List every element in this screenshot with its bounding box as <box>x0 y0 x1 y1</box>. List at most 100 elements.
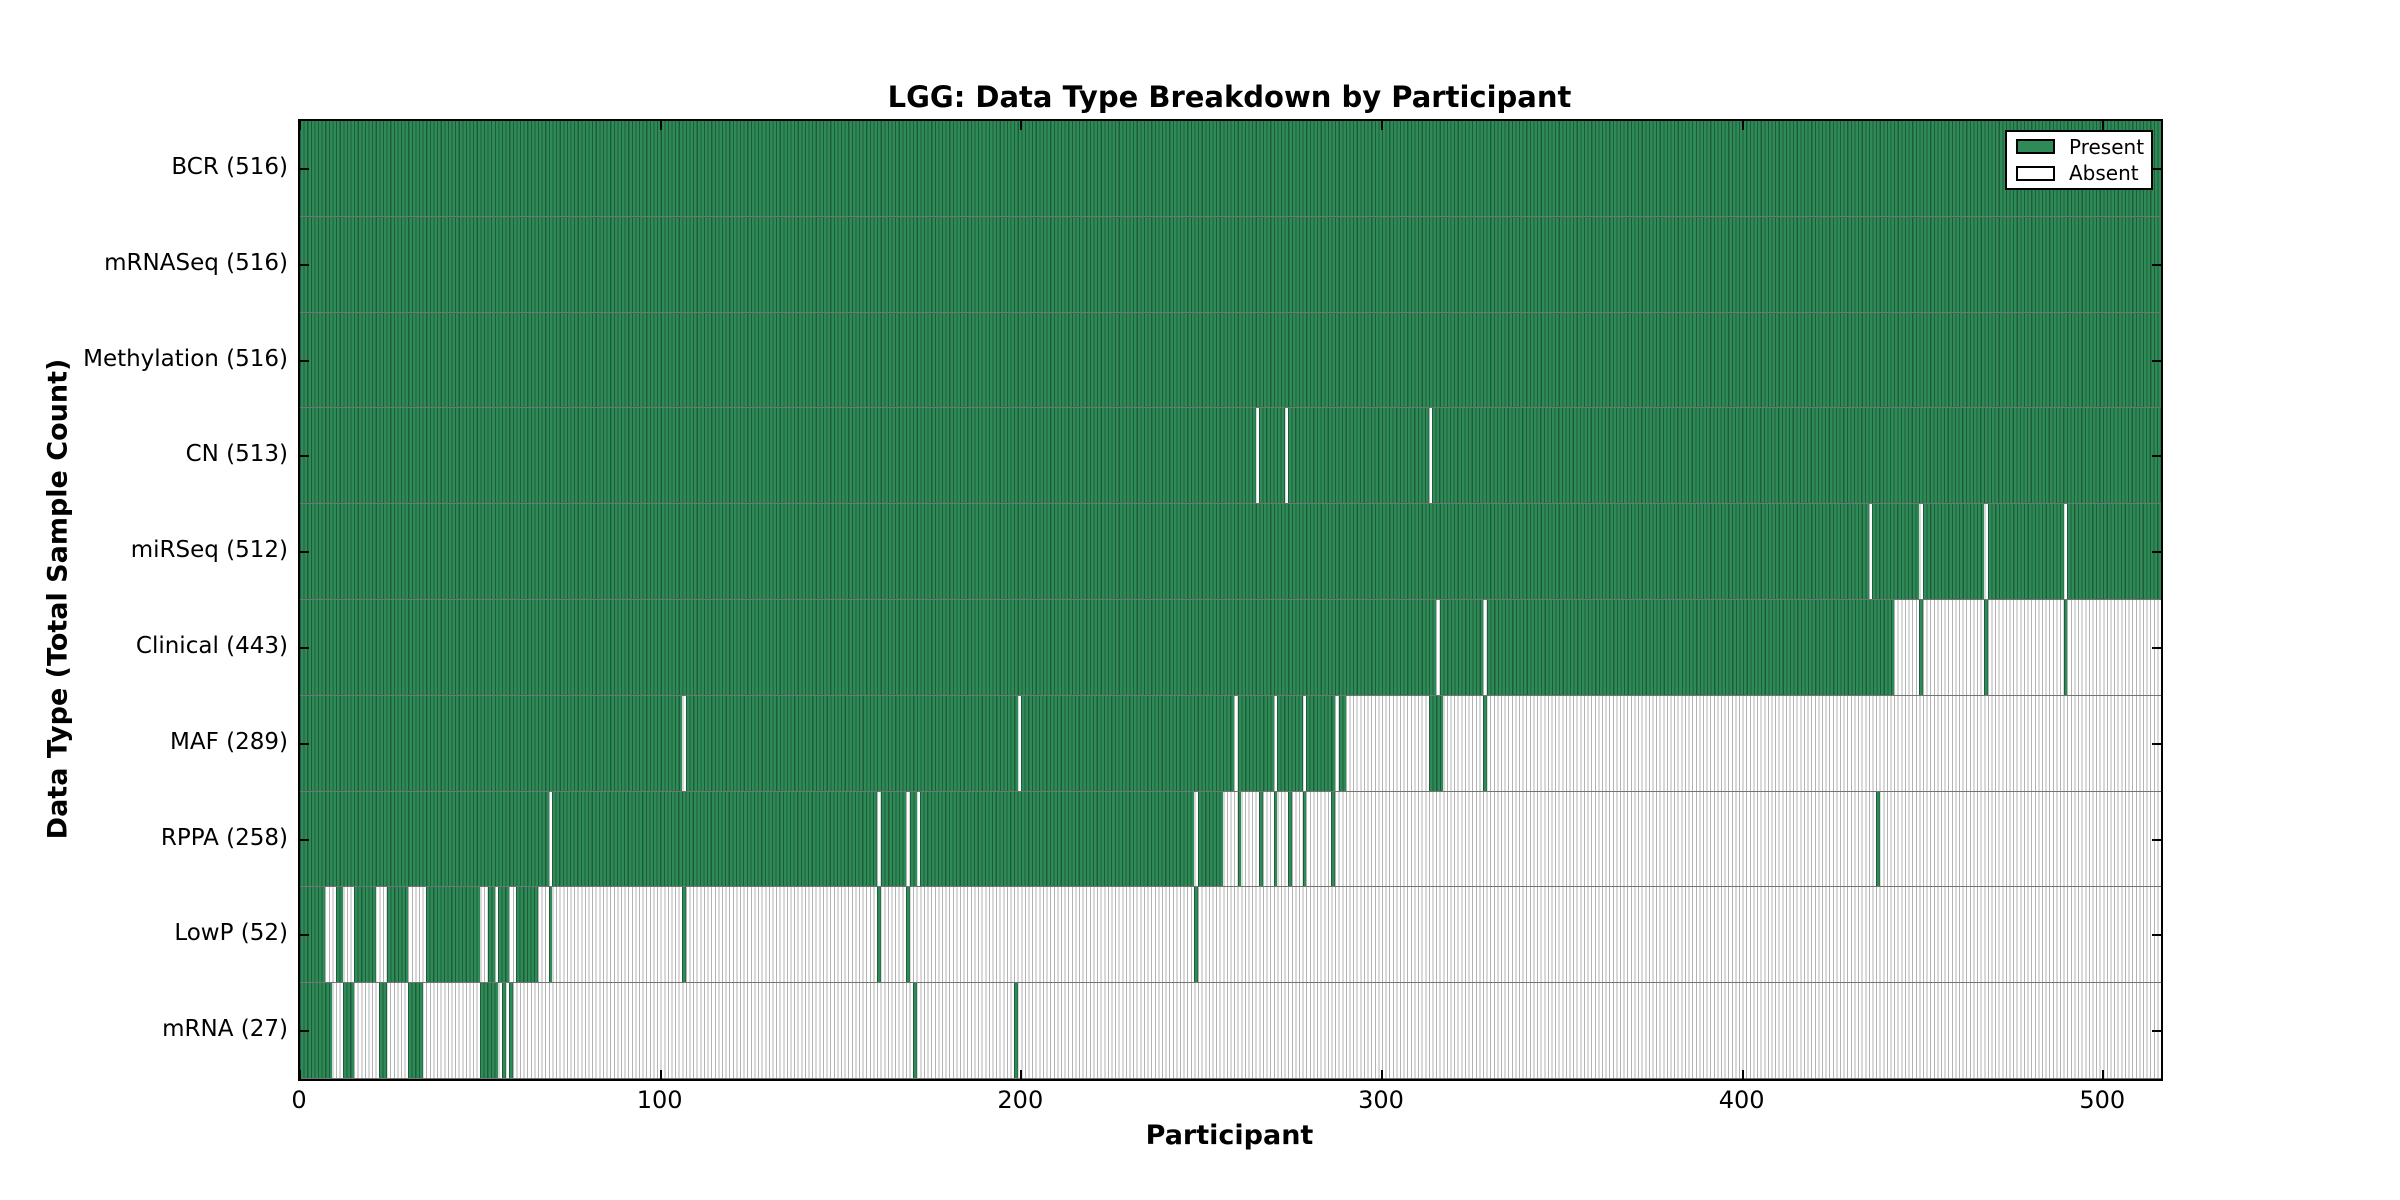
present-segment <box>1014 983 1018 1078</box>
x-tick-label: 300 <box>1358 1086 1404 1114</box>
y-tick-label: LowP (52) <box>174 920 288 947</box>
x-tick-mark <box>1380 1070 1383 1079</box>
y-tick-mark <box>300 167 309 170</box>
present-segment <box>1306 695 1336 791</box>
present-segment <box>426 887 481 983</box>
y-tick-label: miRSeq (512) <box>130 537 288 564</box>
legend-absent-swatch <box>2016 165 2055 181</box>
present-segment <box>1288 791 1292 887</box>
present-segment <box>2063 600 2068 695</box>
present-segment <box>1021 695 1235 791</box>
present-segment <box>877 887 881 983</box>
present-segment <box>1288 408 1429 504</box>
y-tick-mark <box>300 742 309 745</box>
legend-absent-label: Absent <box>2069 161 2139 186</box>
present-segment <box>509 983 513 1078</box>
plot-area: Present Absent <box>298 119 2163 1081</box>
present-segment <box>1259 408 1285 504</box>
present-segment <box>1486 600 1895 695</box>
present-segment <box>379 983 387 1078</box>
y-tick-label: RPPA (258) <box>160 824 288 851</box>
row-lowp <box>300 887 2161 984</box>
y-tick-label: mRNASeq (516) <box>104 249 288 276</box>
x-tick-mark <box>659 121 662 130</box>
present-segment <box>880 791 906 887</box>
x-axis-label: Participant <box>1145 1120 1314 1151</box>
legend-present-label: Present <box>2069 134 2145 159</box>
y-tick-label: Clinical (443) <box>135 632 288 659</box>
y-tick-mark <box>300 263 309 266</box>
legend-entry-absent: Absent <box>2016 161 2151 185</box>
present-segment <box>300 983 333 1078</box>
present-segment <box>1876 791 1880 887</box>
x-tick-mark <box>1741 121 1744 130</box>
present-segment <box>920 791 1195 887</box>
present-segment <box>913 983 917 1078</box>
present-segment <box>1237 791 1242 887</box>
present-segment <box>1439 600 1483 695</box>
legend: Present Absent <box>2005 130 2153 190</box>
present-segment <box>300 600 1437 695</box>
x-tick-mark <box>300 1070 301 1079</box>
present-segment <box>1194 887 1199 983</box>
present-segment <box>909 791 917 887</box>
y-axis-label: Data Type (Total Sample Count) <box>42 358 74 840</box>
y-tick-mark <box>300 934 309 937</box>
y-tick-mark <box>2152 838 2161 841</box>
x-tick-label: 100 <box>636 1086 683 1114</box>
present-segment <box>487 887 495 983</box>
row-mrna <box>300 983 2161 1079</box>
x-tick-mark <box>1380 121 1383 130</box>
y-tick-mark <box>2152 263 2161 266</box>
y-tick-label: MAF (289) <box>170 728 288 755</box>
y-tick-mark <box>300 551 309 554</box>
y-tick-mark <box>300 1030 309 1033</box>
present-segment <box>685 695 1018 791</box>
present-segment <box>1432 408 2161 504</box>
row-maf <box>300 695 2161 792</box>
present-segment <box>552 791 878 887</box>
present-segment <box>1872 504 1920 599</box>
y-tick-label: BCR (516) <box>171 153 288 180</box>
x-tick-mark <box>2102 1070 2105 1079</box>
present-segment <box>300 216 2161 312</box>
y-tick-mark <box>300 646 309 649</box>
present-segment <box>480 983 499 1078</box>
row-cn <box>300 408 2161 505</box>
row-rppa <box>300 791 2161 888</box>
present-segment <box>905 887 910 983</box>
x-tick-mark <box>1741 1070 1744 1079</box>
present-segment <box>548 887 553 983</box>
x-tick-mark <box>1020 121 1023 130</box>
present-segment <box>1237 695 1274 791</box>
present-segment <box>498 887 510 983</box>
present-segment <box>501 983 506 1078</box>
row-absent-track <box>300 983 2161 1078</box>
x-tick-label: 200 <box>997 1086 1044 1114</box>
legend-entry-present: Present <box>2016 135 2151 159</box>
present-segment <box>300 695 683 791</box>
present-segment <box>1331 791 1336 887</box>
x-tick-label: 0 <box>291 1086 307 1114</box>
y-tick-label: Methylation (516) <box>83 345 288 372</box>
present-segment <box>300 791 549 887</box>
present-segment <box>1273 791 1278 887</box>
y-tick-mark <box>2152 359 2161 362</box>
present-segment <box>300 312 2161 408</box>
present-segment <box>1922 504 1985 599</box>
row-mrnaseq <box>300 216 2161 313</box>
x-tick-label: 500 <box>2079 1086 2126 1114</box>
y-tick-mark <box>2152 167 2161 170</box>
row-mirseq <box>300 504 2161 600</box>
row-bcr <box>300 121 2161 217</box>
present-segment <box>1338 695 1346 791</box>
present-segment <box>354 887 376 983</box>
y-tick-mark <box>2152 551 2161 554</box>
present-segment <box>1428 695 1444 791</box>
present-segment <box>1984 600 1988 695</box>
y-tick-mark <box>300 359 309 362</box>
y-tick-label: CN (513) <box>185 441 288 468</box>
y-tick-mark <box>2152 1030 2161 1033</box>
y-tick-mark <box>2152 934 2161 937</box>
y-tick-mark <box>300 838 309 841</box>
